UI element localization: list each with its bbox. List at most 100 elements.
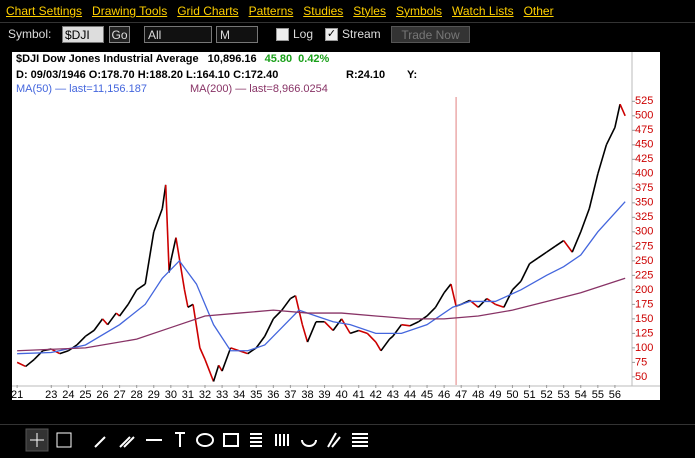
price-segment [554,239,565,248]
x-tick-label: 50 [506,389,518,400]
price-segment [323,321,334,332]
stream-checkbox[interactable]: ✓ [325,28,338,41]
y-tick-label: 375 [635,182,653,194]
y-tick-label: 450 [635,139,653,151]
price-segment [392,324,403,337]
price-segment [340,318,351,334]
y-tick-label: 275 [635,240,653,252]
menu-item[interactable]: Watch Lists [452,4,514,18]
price-segment [221,347,232,372]
price-segment [434,292,445,308]
price-segment [170,237,177,262]
price-segment [580,208,591,233]
x-tick-label: 52 [540,389,552,400]
price-segment [183,289,189,308]
y-tick-label: 475 [635,124,653,136]
price-segment [597,144,608,175]
x-tick-label: 23 [45,389,57,400]
menu-item[interactable]: Patterns [248,4,294,18]
y-tick-label: 150 [635,313,653,325]
x-tick-label: 46 [438,389,450,400]
price-segment [503,289,514,308]
menu-bar: Chart Settings Drawing Tools Grid Charts Pa… [0,0,695,23]
x-tick-label: 51 [523,389,535,400]
price-segment [153,208,164,233]
y-tick-label: 50 [635,371,647,383]
y-tick-label: 400 [635,168,653,180]
bar-info: D: 09/03/1946 O:178.70 H:188.20 L:164.10… [16,69,278,81]
tool-icons[interactable] [94,432,368,448]
x-tick-label: 35 [250,389,262,400]
y-tick-label: 525 [635,95,653,107]
price-segment [107,312,117,326]
price-segment [614,104,621,128]
header-symbol: $DJI Dow Jones Industrial Average 10,896… [16,53,330,65]
menu-item[interactable]: Other [523,4,554,18]
price-segment [443,283,452,294]
x-tick-label: 32 [199,389,211,400]
x-tick-label: 26 [96,389,108,400]
price-segment [84,329,95,337]
price-segment [204,359,215,382]
menu-item[interactable]: Symbols [395,4,442,18]
bar-y: Y: [407,69,417,81]
price-segment [380,338,391,352]
symbol-input[interactable]: $DJI [62,26,104,43]
chart: $DJI Dow Jones Industrial Average 10,896… [11,52,660,400]
price-segment [59,350,69,355]
x-tick-label: 37 [284,389,296,400]
price-segment [25,358,35,368]
y-tick-label: 250 [635,255,653,267]
x-tick-label: 48 [472,389,484,400]
tool-grid[interactable] [56,432,72,448]
chart-bg [12,52,660,400]
x-tick-label: 33 [216,389,228,400]
price-segment [217,364,223,372]
y-tick-label: 200 [635,284,653,296]
price-segment [511,280,522,291]
menu-item[interactable]: Chart Settings [6,4,83,18]
menu-item[interactable]: Drawing Tools [92,4,168,18]
menu-item[interactable]: Styles [353,4,386,18]
price-segment [264,318,275,337]
go-button[interactable]: Go [109,26,130,43]
x-tick-label: 55 [592,389,604,400]
price-segment [144,231,155,285]
menu-item[interactable]: Studies [303,4,344,18]
x-tick-label: 47 [455,389,467,400]
price-segment [164,184,170,273]
y-tick-label: 500 [635,110,653,122]
price-segment [605,127,616,146]
x-tick-label: 43 [387,389,399,400]
price-segment [366,332,377,343]
menu-item[interactable]: Grid Charts [177,4,239,18]
x-tick-label: 31 [182,389,194,400]
price-segment [101,318,109,326]
price-segment [546,245,556,253]
price-segment [426,306,437,317]
x-tick-label: 28 [131,389,143,400]
price-segment [450,283,457,307]
price-segment [409,321,419,327]
bottom-toolbar [0,424,695,455]
y-tick-label: 225 [635,269,653,281]
price-segment [349,329,359,335]
y-tick-label: 325 [635,211,653,223]
price-segment [529,257,539,265]
toolbar: Symbol: $DJI Go All M Log ✓ Stream Trade… [0,24,695,46]
x-tick-label: 41 [353,389,365,400]
y-tick-label: 350 [635,197,653,209]
stream-label: Stream [342,27,381,41]
price-segment [619,103,626,117]
price-segment [136,283,146,291]
trade-button[interactable]: Trade Now [391,26,470,43]
x-tick-label: 45 [421,389,433,400]
ma-line [17,201,626,355]
price-segment [375,341,382,352]
price-segment [520,263,531,282]
range-dropdown[interactable]: All [144,26,212,43]
period-dropdown[interactable]: M [216,26,258,43]
y-tick-label: 175 [635,298,653,310]
y-tick-label: 125 [635,327,653,339]
log-checkbox[interactable] [276,28,289,41]
